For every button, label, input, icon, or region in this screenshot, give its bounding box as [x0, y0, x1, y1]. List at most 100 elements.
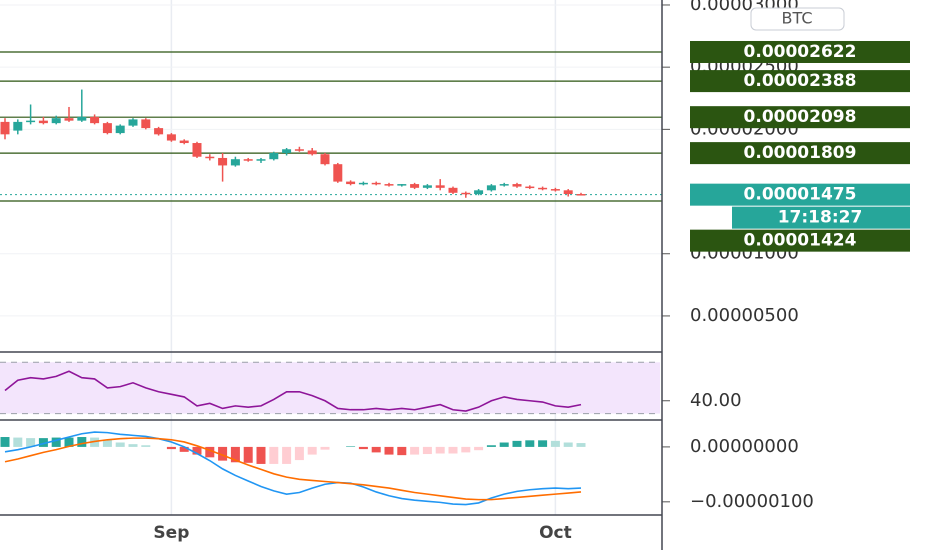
- histogram-bar: [141, 445, 151, 447]
- histogram-bar: [102, 439, 112, 447]
- candle-body: [26, 120, 36, 123]
- candle-body: [486, 185, 496, 191]
- histogram-bar: [307, 446, 317, 455]
- indicator-line: [4, 370, 582, 412]
- candle-body: [192, 143, 202, 157]
- histogram-bar: [26, 438, 36, 447]
- histogram-bar: [218, 446, 228, 461]
- candle-body: [576, 194, 586, 196]
- histogram-bar: [166, 446, 176, 450]
- countdown-label: 17:18:27: [778, 208, 863, 228]
- candle-body: [346, 181, 356, 185]
- histogram-bar: [346, 446, 356, 447]
- histogram-bar: [448, 446, 458, 454]
- histogram-bar: [13, 437, 23, 447]
- candle-body: [461, 192, 471, 195]
- candle-body: [550, 189, 560, 191]
- histogram-bar: [115, 442, 125, 447]
- candle-body: [320, 154, 330, 165]
- histogram-bar: [51, 437, 61, 447]
- y-tick-label: 0.00000500: [690, 305, 799, 326]
- candle-body: [499, 184, 509, 186]
- histogram-bar: [205, 446, 215, 458]
- histogram-bar: [576, 443, 586, 447]
- histogram-bar: [64, 437, 74, 447]
- candle-body: [256, 159, 266, 161]
- histogram-bar: [435, 446, 445, 454]
- currency-badge: [750, 7, 845, 31]
- last-price-tag: [690, 183, 910, 206]
- candle-body: [166, 134, 176, 141]
- indicator-line: [4, 437, 582, 501]
- candle-body: [358, 182, 368, 185]
- countdown-tag: [732, 206, 910, 229]
- candle-body: [474, 190, 484, 195]
- histogram-bar: [550, 440, 560, 447]
- level-label: 0.00002388: [744, 71, 857, 91]
- candle-body: [13, 121, 23, 131]
- level-label: 0.00001809: [744, 143, 857, 163]
- candle-body: [538, 187, 548, 190]
- candle-body: [77, 116, 87, 121]
- candle-body: [218, 157, 228, 166]
- candle-body: [307, 150, 317, 155]
- histogram-bar: [243, 446, 253, 463]
- level-tag: [690, 70, 910, 93]
- candle-body: [422, 185, 432, 188]
- candle-body: [384, 184, 394, 186]
- histogram-bar: [256, 446, 266, 464]
- candle-body: [90, 116, 100, 124]
- y-tick-label: 0.00000000: [690, 436, 799, 457]
- candle-body: [230, 159, 240, 166]
- candle-body: [141, 119, 151, 129]
- histogram-bar: [486, 445, 496, 447]
- level-label: 0.00002098: [744, 107, 857, 127]
- level-label: 0.00001424: [744, 231, 857, 251]
- histogram-bar: [294, 446, 304, 461]
- candle-body: [397, 184, 407, 186]
- histogram-bar: [128, 444, 138, 447]
- indicator-line: [4, 431, 582, 506]
- histogram-bar: [38, 438, 48, 447]
- candle-body: [102, 123, 112, 134]
- candle-body: [525, 186, 535, 189]
- candle-body: [38, 120, 48, 124]
- y-tick-label: 40.00: [690, 390, 742, 411]
- histogram-bar: [90, 437, 100, 447]
- level-label: 0.00002622: [744, 42, 857, 62]
- candle-body: [282, 149, 292, 153]
- candle-body: [563, 190, 573, 195]
- candle-body: [371, 182, 381, 185]
- histogram-bar: [269, 446, 279, 464]
- histogram-bar: [397, 446, 407, 456]
- candle-body: [333, 164, 343, 182]
- histogram-bar: [230, 446, 240, 463]
- histogram-bar: [410, 446, 420, 455]
- candle-body: [435, 185, 445, 188]
- candle-body: [269, 152, 279, 160]
- candle-body: [51, 118, 61, 124]
- histogram-bar: [0, 437, 10, 447]
- currency-label: BTC: [782, 9, 813, 28]
- candle-body: [512, 184, 522, 187]
- histogram-bar: [422, 446, 432, 455]
- y-tick-label: −0.00000100: [690, 491, 814, 512]
- candle-body: [410, 184, 420, 188]
- candle-body: [115, 125, 125, 134]
- x-tick-label: Oct: [539, 523, 572, 543]
- histogram-bar: [384, 446, 394, 455]
- last-price-label: 0.00001475: [744, 185, 857, 205]
- candle-body: [243, 159, 253, 161]
- histogram-bar: [179, 446, 189, 452]
- candle-body: [128, 119, 138, 126]
- candle-body: [0, 121, 10, 135]
- histogram-bar: [525, 440, 535, 447]
- histogram-bar: [192, 446, 202, 455]
- x-tick-label: Sep: [153, 523, 189, 543]
- candle-body: [64, 118, 74, 121]
- histogram-bar: [358, 446, 368, 450]
- histogram-bar: [77, 437, 87, 447]
- histogram-bar: [320, 446, 330, 450]
- histogram-bar: [461, 446, 471, 453]
- histogram-bar: [538, 440, 548, 447]
